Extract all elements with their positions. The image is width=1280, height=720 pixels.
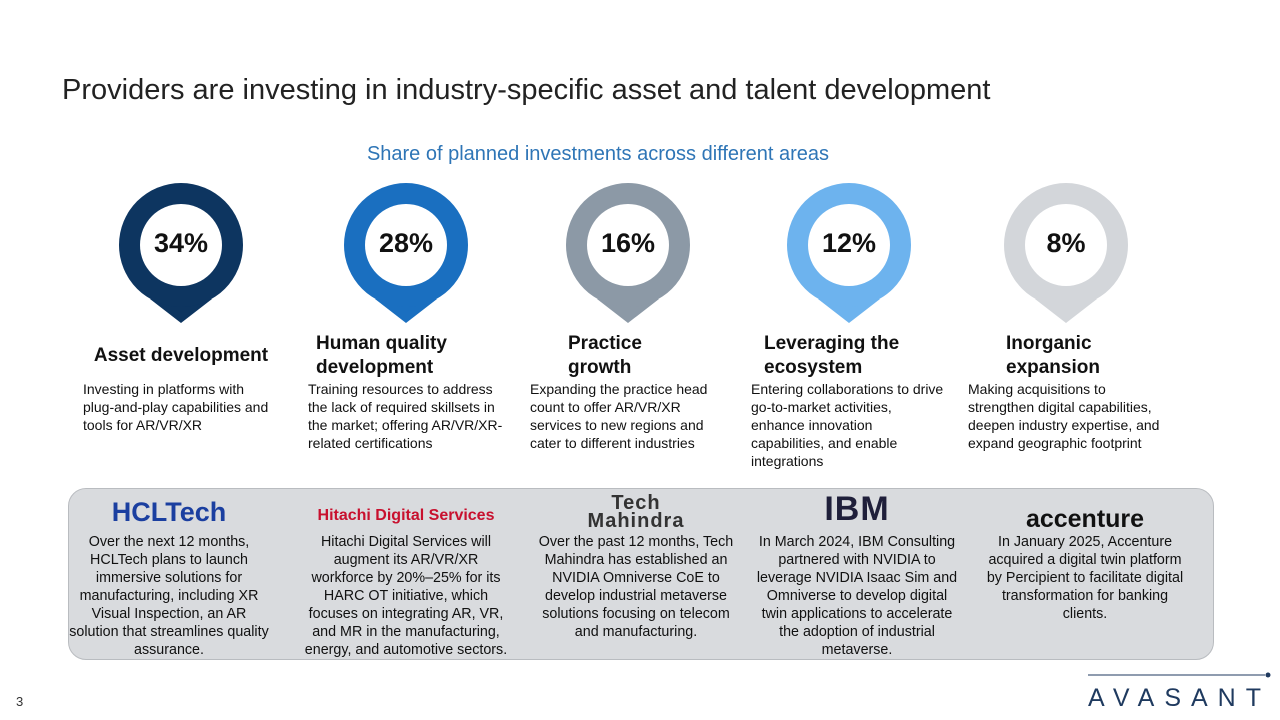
share-value: 34% xyxy=(153,228,209,258)
area-heading: Asset development xyxy=(93,345,269,366)
pin-center xyxy=(808,204,890,286)
area-heading: Practice growth xyxy=(568,333,642,378)
area-heading: Inorganic expansion xyxy=(1006,333,1100,378)
provider-box xyxy=(68,488,1214,660)
share-value: 12% xyxy=(821,228,877,258)
pin-center xyxy=(365,204,447,286)
title: Providers are investing in industry-spec… xyxy=(62,74,991,106)
provider-text: In January 2025, Accenture acquired a di… xyxy=(986,534,1184,622)
area-description: Expanding the practice head count to off… xyxy=(530,381,708,451)
pin-center xyxy=(140,204,222,286)
area-description: Investing in platforms with plug-and-pla… xyxy=(83,381,269,433)
page-number: 3 xyxy=(16,694,24,709)
provider-logo: Hitachi Digital Services xyxy=(317,507,495,524)
subtitle: Share of planned investments across diff… xyxy=(366,143,830,165)
provider-text: Hitachi Digital Services will augment it… xyxy=(304,534,508,658)
area-description: Entering collaborations to drive go-to-m… xyxy=(751,381,944,469)
pin-center xyxy=(1025,204,1107,286)
provider-logo: accenture xyxy=(1025,505,1145,533)
brand: AVASANT xyxy=(1088,684,1271,712)
provider-logo: HCLTech xyxy=(111,497,227,527)
provider-text: Over the past 12 months, Tech Mahindra h… xyxy=(538,534,734,640)
pin-center xyxy=(587,204,669,286)
brand-line xyxy=(1088,672,1271,678)
area-heading: Leveraging the ecosystem xyxy=(764,333,900,378)
provider-logo: IBM xyxy=(824,490,890,528)
provider-text: In March 2024, IBM Consulting partnered … xyxy=(756,534,958,658)
area-description: Making acquisitions to strengthen digita… xyxy=(968,381,1160,451)
area-heading: Human quality development xyxy=(316,333,447,378)
share-value: 28% xyxy=(378,228,434,258)
provider-logo: Tech Mahindra xyxy=(587,492,685,532)
area-description: Training resources to address the lack o… xyxy=(308,381,503,451)
provider-text: Over the next 12 months, HCLTech plans t… xyxy=(69,534,269,658)
share-value: 16% xyxy=(600,228,656,258)
share-value: 8% xyxy=(1046,228,1086,258)
